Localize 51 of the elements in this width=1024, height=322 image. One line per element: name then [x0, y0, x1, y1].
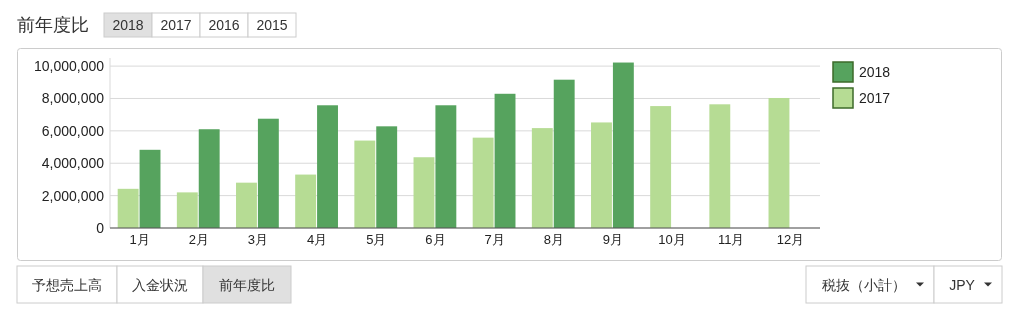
bar [139, 149, 161, 228]
bar [376, 126, 398, 228]
y-tick-label: 0 [96, 220, 105, 236]
text: JPY [949, 276, 976, 293]
x-tick-label: 10月 [658, 232, 686, 247]
bar [413, 157, 435, 228]
bar [494, 93, 516, 228]
text: 2017 [160, 17, 192, 34]
x-tick-label: 4月 [306, 232, 328, 247]
legend-label: 2017 [859, 90, 891, 106]
text: 2018 [112, 17, 144, 34]
x-tick-label: 9月 [602, 232, 624, 247]
text: 2016 [208, 17, 240, 34]
bar [472, 137, 494, 228]
legend-label: 2018 [859, 64, 891, 80]
bar [176, 192, 198, 228]
bar [591, 122, 612, 228]
bar [257, 118, 279, 228]
chart-title: 前年度比 [17, 15, 89, 35]
bar [553, 79, 575, 228]
x-tick-label: 6月 [425, 232, 446, 247]
text: 2015 [256, 17, 288, 34]
x-tick-label: 7月 [484, 232, 505, 247]
y-tick-label: 6,000,000 [41, 122, 105, 139]
x-tick-label: 12月 [776, 232, 805, 247]
bar [531, 128, 553, 228]
y-tick-label: 4,000,000 [41, 155, 105, 172]
bar [236, 182, 257, 228]
text: 入金状況 [132, 276, 188, 293]
bar [117, 188, 139, 228]
text: 予想売上高 [32, 276, 102, 293]
x-tick-label: 1月 [129, 232, 150, 247]
bar [650, 106, 672, 228]
x-tick-label: 11月 [718, 232, 745, 247]
y-tick-label: 2,000,000 [41, 187, 105, 204]
text: 前年度比 [219, 276, 275, 293]
bar [612, 62, 634, 228]
y-tick-label: 8,000,000 [41, 90, 105, 107]
bar [354, 140, 376, 228]
bar [435, 105, 457, 228]
x-tick-label: 3月 [247, 232, 269, 247]
bar [317, 105, 338, 228]
text: 税抜（小計） [822, 276, 906, 293]
x-tick-label: 8月 [543, 232, 564, 247]
y-tick-label: 10,000,000 [33, 58, 105, 75]
x-tick-label: 2月 [188, 232, 209, 247]
bar [198, 129, 220, 228]
bar [709, 104, 731, 228]
x-tick-label: 5月 [366, 232, 387, 247]
bar [295, 174, 317, 228]
bar [768, 97, 790, 228]
